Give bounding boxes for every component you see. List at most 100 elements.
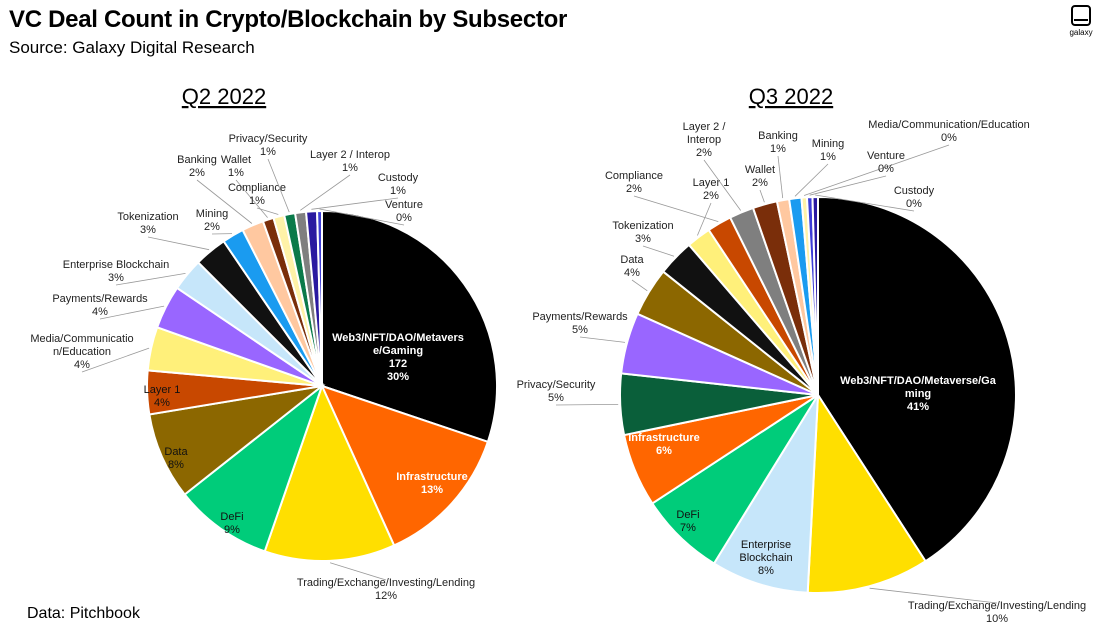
galaxy-logo: galaxy [1067,5,1095,41]
slice-label-line: Payments/Rewards [52,293,148,305]
slice-label-line: 1% [228,167,244,179]
leader-line [319,208,405,226]
slice-label: Mining 1% [812,138,844,163]
slice-label-line: DeFi [676,509,699,521]
pie-slice [148,384,326,496]
slice-label-line: Interop [687,134,721,146]
slice-label-line: Data [620,254,644,266]
pie-slice [316,209,323,387]
leader-line [809,175,887,196]
slice-label: Tokenization 3% [117,211,178,236]
slice-label: Mining 2% [196,208,228,233]
slice-label-line: 2% [626,183,642,195]
slice-label-line: Custody [894,185,935,197]
slice-label: Media/Communication/Education 0% [868,119,1029,144]
slice-label-line: Wallet [221,154,251,166]
slice-label: Web3/NFT/DAO/Metavers e/Gaming 172 30% [332,332,464,383]
leader-line [794,163,829,197]
slice-label-line: 13% [421,484,443,496]
slice-label-line: 2% [696,147,712,159]
slice-label: Infrastructure 13% [396,471,468,496]
leader-line [311,197,399,210]
pie-title: Q2 2022 [182,84,266,109]
leader-line [633,195,719,222]
slice-label-line: Venture [385,199,423,211]
slice-label-line: Compliance [228,182,286,194]
slice-label-line: Privacy/Security [517,379,596,391]
slice-label-line: 10% [986,613,1008,625]
slice-label-line: Media/Communicatio [30,333,133,345]
leader-line [235,179,268,218]
slice-label: Banking 2% [177,154,217,179]
slice-label-line: 12% [375,590,397,602]
slice-label-line: Compliance [605,170,663,182]
slice-label: Venture 0% [867,150,905,175]
slice-label: Banking 1% [758,130,798,155]
slice-label-line: 4% [154,397,170,409]
slice-label-line: 5% [572,324,588,336]
chart-title: VC Deal Count in Crypto/Blockchain by Su… [9,6,567,33]
slice-label-line: Infrastructure [396,471,468,483]
slice-label: Trading/Exchange/Investing/Lending 12% [297,577,475,602]
slice-label: Wallet 2% [745,164,775,189]
slice-label: Data 8% [164,446,188,471]
slice-label: Wallet 1% [221,154,251,179]
slice-label: Layer 1 2% [693,177,730,202]
slice-label-line: Payments/Rewards [532,311,628,323]
slice-label-line: 0% [878,163,894,175]
leader-line [631,279,648,292]
slice-label-line: 0% [906,198,922,210]
slice-label-line: Privacy/Security [229,133,308,145]
slice-label: Media/Communicatio n/Education 4% [30,333,133,371]
slice-label-line: 3% [140,224,156,236]
slice-label-line: 4% [74,359,90,371]
slice-label-line: 3% [108,272,124,284]
slice-label: DeFi 9% [220,511,243,536]
slice-label: Layer 2 / Interop 1% [310,149,390,174]
slice-label-line: Layer 1 [144,384,181,396]
slice-label-line: Banking [758,130,798,142]
pie-chart-1: Q2 2022 Web3/NFT/DAO/Metavers e/Gaming 172 3… [30,84,498,602]
slice-label: Compliance 2% [605,170,663,195]
leader-line [579,336,626,343]
slice-label-line: 9% [224,524,240,536]
slice-label-line: 8% [168,459,184,471]
slice-label-line: Banking [177,154,217,166]
slice-label-line: 0% [941,132,957,144]
leader-line [777,155,784,199]
slice-label-line: Mining [196,208,228,220]
slice-label: Data 4% [620,254,644,279]
slice-label-line: Media/Communication/Education [868,119,1029,131]
slice-label-line: 6% [656,445,672,457]
slice-label-line: Infrastructure [628,432,700,444]
slice-label-line: Mining [812,138,844,150]
pie-slice [263,383,396,562]
slice-label: Enterprise Blockchain 8% [739,539,792,577]
leader-line [300,174,351,211]
slice-label: Trading/Exchange/Investing/Lending 10% [908,600,1086,625]
leader-line [81,347,150,373]
slice-label: Custody 0% [894,185,935,210]
slice-label-line: Tokenization [117,211,178,223]
slice-label-line: Layer 2 / Interop [310,149,390,161]
slice-label: DeFi 7% [676,509,699,534]
leader-line [703,159,742,211]
slice-label-line: Wallet [745,164,775,176]
slice-label-line: 1% [342,162,358,174]
slice-label-line: 2% [204,221,220,233]
slice-label-line: ming [905,388,931,400]
leader-line [555,404,619,406]
pie-title: Q3 2022 [749,84,833,109]
slice-label: Infrastructure 6% [628,432,700,457]
slice-label: Custody 1% [378,172,419,197]
galaxy-logo-icon [1071,5,1091,26]
slice-label-line: Blockchain [739,552,792,564]
leader-line [99,305,165,320]
leader-line [147,236,210,251]
leader-line [642,245,675,257]
slice-label-line: 4% [92,306,108,318]
slice-label-line: DeFi [220,511,243,523]
slice-label-line: Enterprise [741,539,791,551]
slice-label-line: 5% [548,392,564,404]
